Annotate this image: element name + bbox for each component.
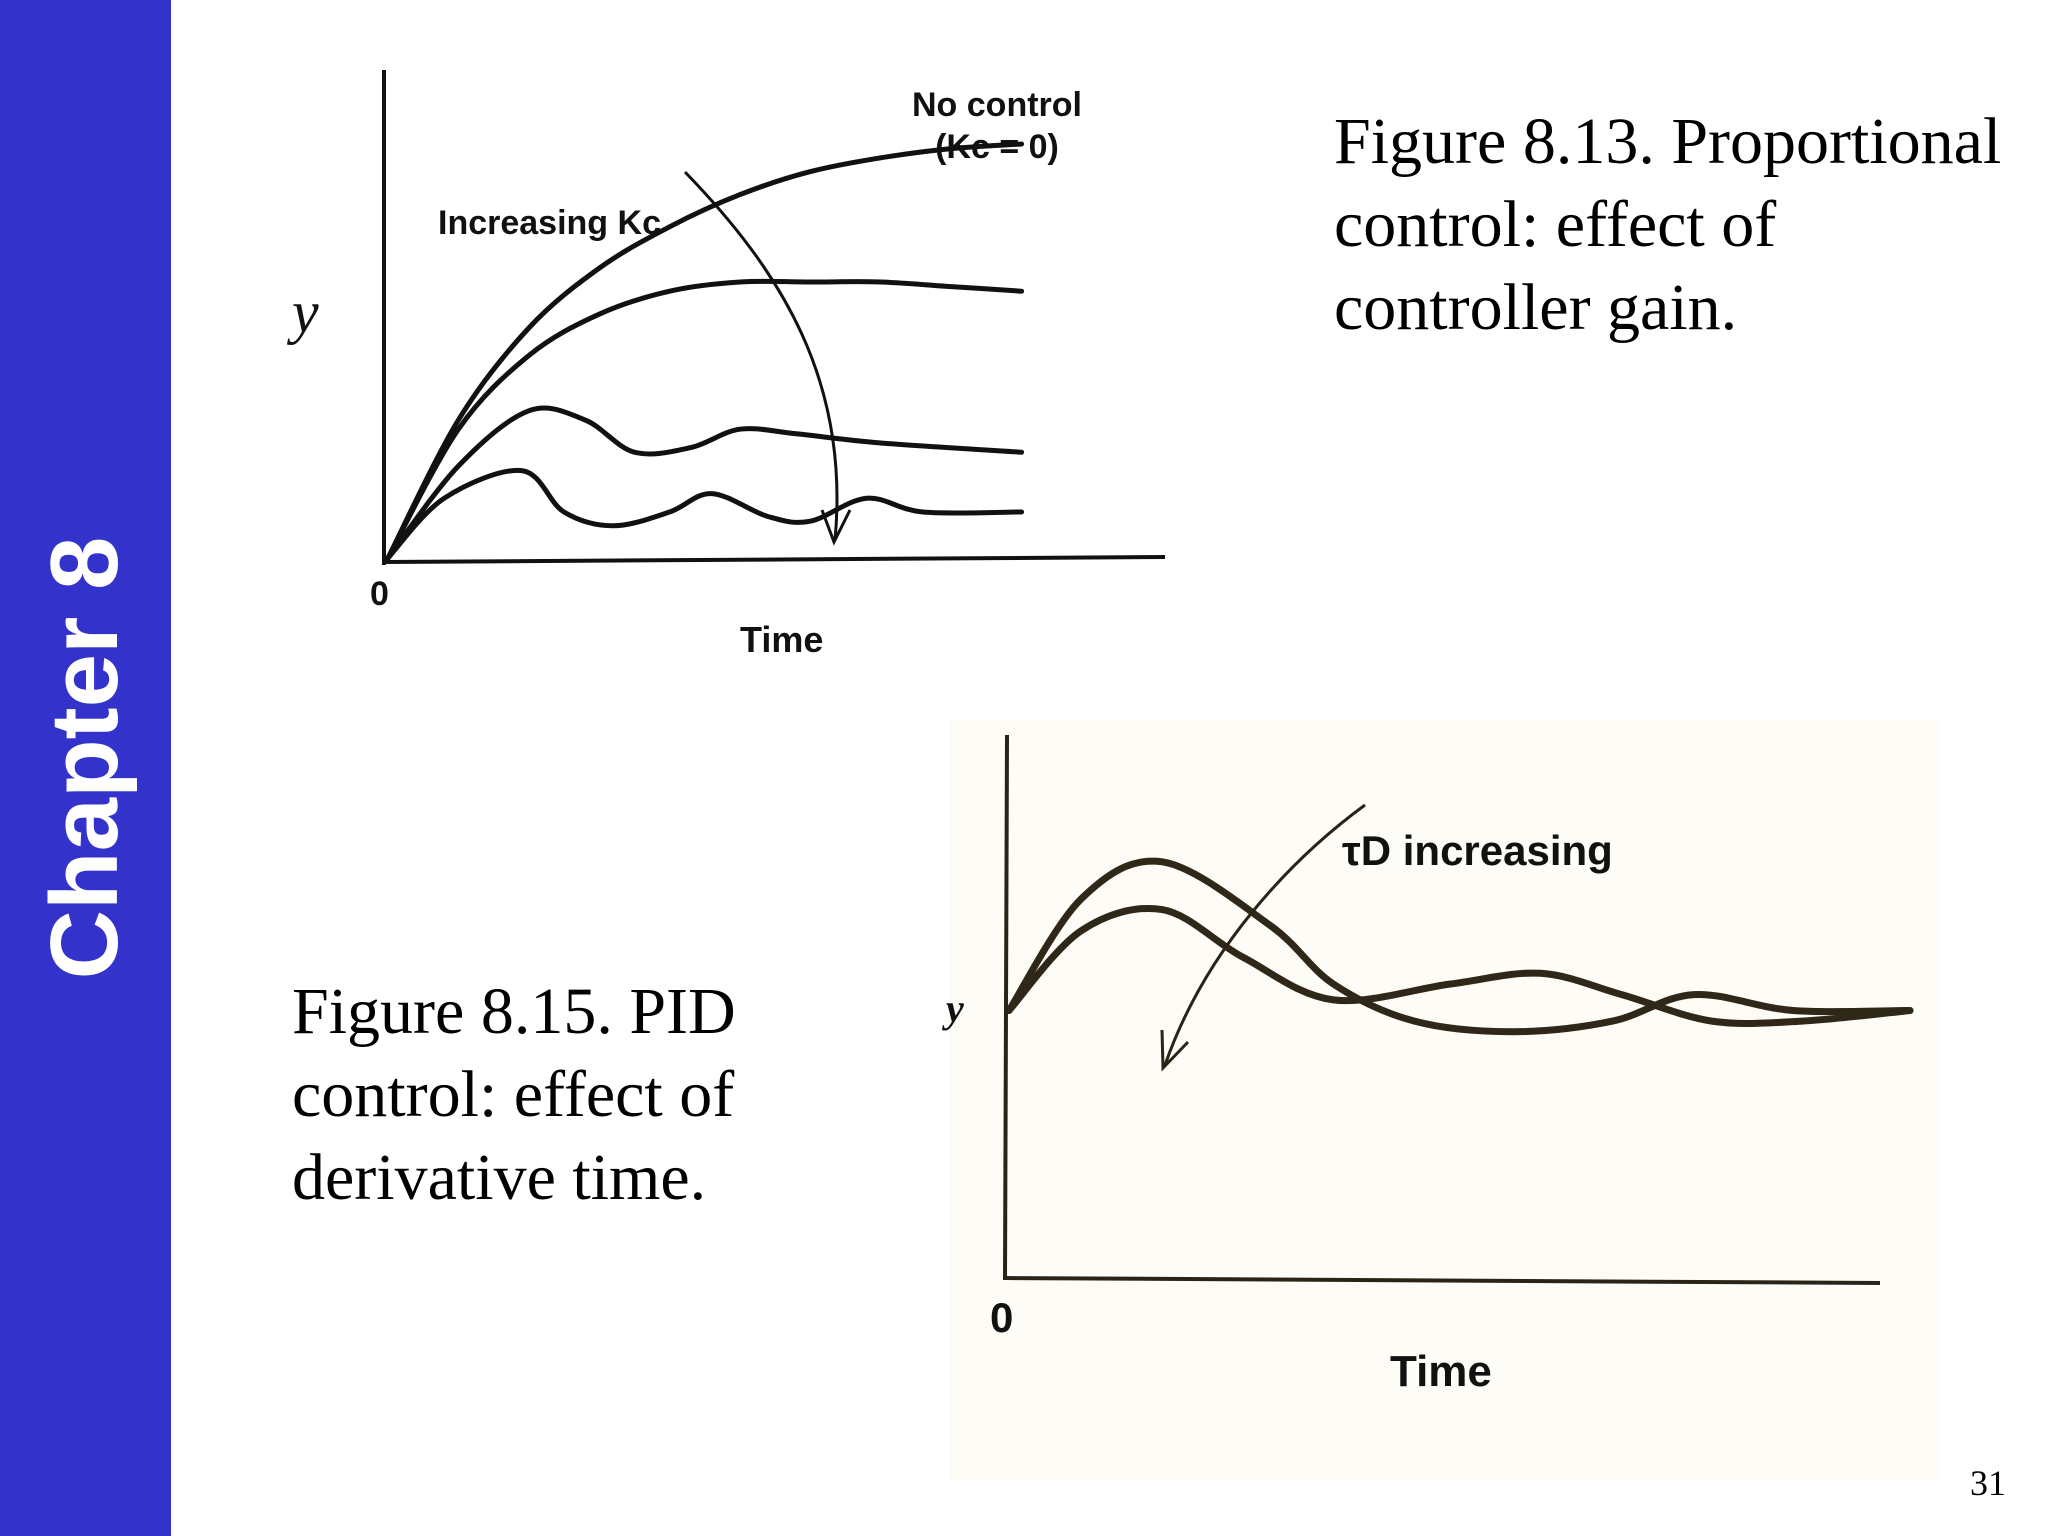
x-axis-label: Time bbox=[1390, 1347, 1492, 1396]
figure-8-15-caption: Figure 8.15. PID control: effect of deri… bbox=[292, 975, 736, 1214]
x-axis bbox=[1004, 1276, 1881, 1285]
figure-8-13-caption: Figure 8.13. Proportional control: effec… bbox=[1334, 105, 2002, 344]
td-increasing-arrowhead bbox=[1160, 1029, 1190, 1072]
no-control-label: No control bbox=[912, 86, 1082, 124]
y-axis-label: y bbox=[942, 986, 964, 1031]
series-line-2 bbox=[1005, 905, 1914, 1028]
increasing-kc-arrow bbox=[683, 170, 839, 541]
scan-background bbox=[950, 720, 1940, 1480]
series-line-2 bbox=[385, 278, 1025, 561]
no-control-kc-label: (Kc = 0) bbox=[935, 128, 1059, 166]
y-axis bbox=[1003, 734, 1009, 1281]
x-axis-label: Time bbox=[740, 619, 823, 660]
td-increasing-label: τD increasing bbox=[1342, 827, 1613, 874]
y-axis-label: y bbox=[286, 279, 319, 345]
series-line-1 bbox=[1005, 857, 1914, 1036]
chapter-sidebar: Chapter 8 bbox=[0, 0, 171, 1536]
series-line-4 bbox=[385, 467, 1025, 561]
series-line-1 bbox=[385, 141, 1025, 561]
td-increasing-arrow bbox=[1163, 803, 1366, 1066]
x-axis bbox=[383, 555, 1166, 564]
origin-label: 0 bbox=[990, 1294, 1013, 1341]
series-line-3 bbox=[385, 405, 1025, 561]
increasing-kc-arrowhead bbox=[820, 509, 852, 546]
page-number: 31 bbox=[1970, 1463, 2006, 1503]
increasing-kc-label: Increasing Kc bbox=[438, 204, 661, 242]
origin-label: 0 bbox=[370, 575, 389, 613]
